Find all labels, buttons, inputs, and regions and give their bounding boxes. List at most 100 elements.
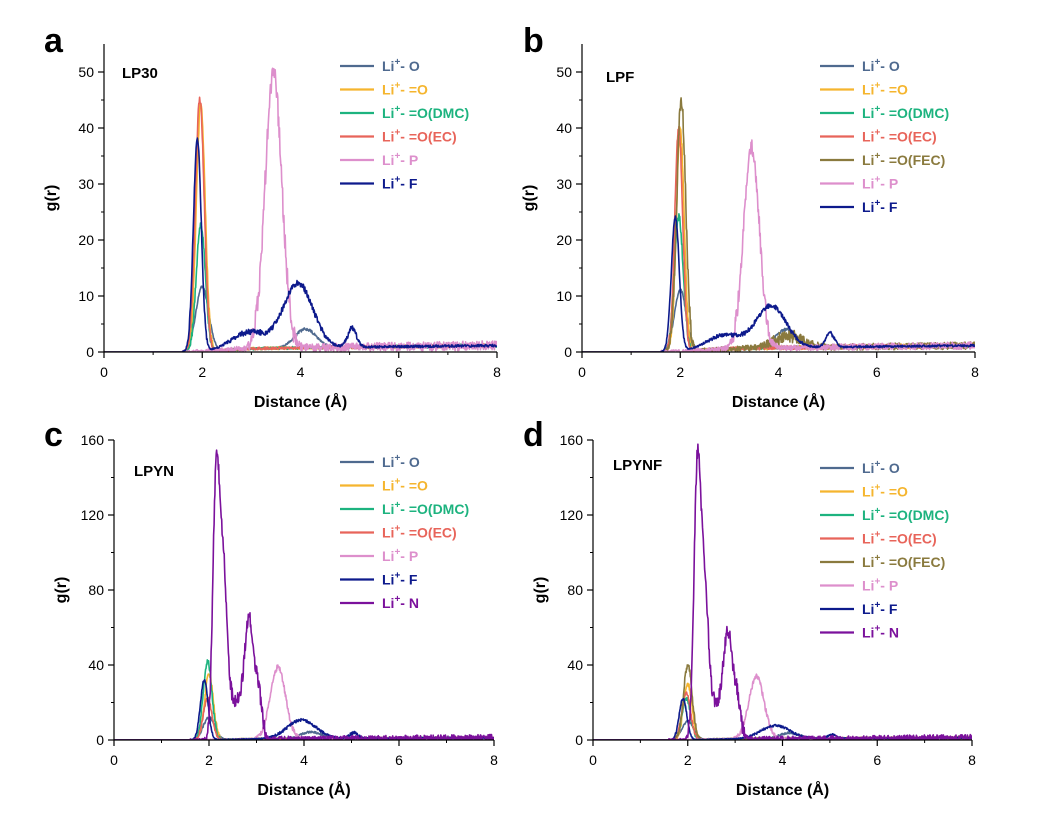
legend-label: Li+- P: [862, 577, 898, 594]
x-tick-label: 4: [300, 752, 308, 768]
y-axis-label: g(r): [43, 185, 60, 212]
legend-label: Li+- =O: [862, 81, 908, 98]
legend: Li+- O Li+- =O Li+- =O(DMC) Li+- =O(EC) Li+-…: [340, 453, 469, 611]
chart-title: LPF: [606, 69, 634, 86]
series-line-F: [114, 678, 494, 740]
y-tick-label: 120: [81, 507, 105, 523]
y-tick-label: 40: [88, 657, 104, 673]
legend-label: Li+- =O(EC): [862, 128, 937, 145]
series-line-DMC: [582, 213, 975, 352]
y-tick-label: 50: [78, 64, 94, 80]
panel-letter: d: [523, 416, 544, 454]
legend: Li+- O Li+- =O Li+- =O(DMC) Li+- =O(EC) Li+-…: [820, 57, 949, 215]
legend-label: Li+- =O(DMC): [862, 506, 949, 523]
legend-label: Li+- O: [382, 453, 420, 470]
y-tick-label: 40: [567, 657, 583, 673]
x-axis-label: Distance (Å): [254, 392, 347, 411]
y-tick-label: 30: [78, 176, 94, 192]
x-tick-label: 4: [297, 364, 305, 380]
legend-label: Li+- =O(FEC): [862, 151, 945, 168]
series-line-F: [104, 137, 497, 352]
series-line-dO: [593, 682, 972, 740]
x-tick-label: 6: [395, 752, 403, 768]
legend-label: Li+- =O: [382, 477, 428, 494]
legend-label: Li+- =O(FEC): [862, 553, 945, 570]
x-tick-label: 2: [676, 364, 684, 380]
panel-letter: c: [44, 416, 63, 454]
x-axis-label: Distance (Å): [257, 780, 350, 799]
x-axis-label: Distance (Å): [732, 392, 825, 411]
curves: [104, 67, 497, 352]
y-tick-label: 0: [575, 732, 583, 748]
curves: [593, 443, 972, 740]
y-tick-label: 160: [81, 432, 105, 448]
x-tick-label: 2: [198, 364, 206, 380]
legend-label: Li+- P: [382, 151, 418, 168]
x-tick-label: 6: [873, 364, 881, 380]
curves: [114, 449, 494, 740]
y-tick-label: 120: [560, 507, 584, 523]
y-tick-label: 0: [96, 732, 104, 748]
y-tick-label: 30: [556, 176, 572, 192]
x-tick-label: 4: [775, 364, 783, 380]
x-tick-label: 0: [100, 364, 108, 380]
legend-label: Li+- F: [862, 198, 898, 215]
series-line-DMC: [114, 659, 494, 740]
x-tick-label: 4: [779, 752, 787, 768]
legend: Li+- O Li+- =O Li+- =O(DMC) Li+- =O(EC) Li+-…: [820, 459, 949, 641]
legend-label: Li+- P: [382, 547, 418, 564]
y-tick-label: 80: [567, 582, 583, 598]
x-tick-label: 8: [493, 364, 501, 380]
panel-letter: b: [523, 22, 544, 60]
series-line-P: [582, 139, 975, 352]
legend-label: Li+- =O(EC): [382, 524, 457, 541]
series-line-F: [582, 215, 975, 352]
y-tick-label: 80: [88, 582, 104, 598]
legend-label: Li+- N: [862, 624, 899, 641]
series-line-dO: [114, 673, 494, 740]
legend-label: Li+- O: [382, 57, 420, 74]
legend-label: Li+- =O(DMC): [382, 500, 469, 517]
y-tick-label: 20: [78, 232, 94, 248]
series-line-N: [593, 443, 972, 740]
x-tick-label: 0: [578, 364, 586, 380]
legend-label: Li+- =O(DMC): [382, 104, 469, 121]
x-tick-label: 0: [589, 752, 597, 768]
y-axis-label: g(r): [521, 185, 538, 212]
curves: [582, 97, 975, 352]
y-tick-label: 40: [556, 120, 572, 136]
x-tick-label: 8: [971, 364, 979, 380]
x-tick-label: 6: [873, 752, 881, 768]
series-line-P: [114, 664, 494, 740]
x-tick-label: 2: [205, 752, 213, 768]
y-axis-label: g(r): [53, 577, 70, 604]
x-tick-label: 6: [395, 364, 403, 380]
legend-label: Li+- =O: [382, 81, 428, 98]
y-tick-label: 0: [564, 344, 572, 360]
x-axis-label: Distance (Å): [736, 780, 829, 799]
series-line-FEC: [593, 664, 972, 740]
chart-title: LPYNF: [613, 457, 662, 474]
legend-label: Li+- F: [382, 571, 418, 588]
legend-label: Li+- F: [382, 175, 418, 192]
y-tick-label: 160: [560, 432, 584, 448]
x-tick-label: 0: [110, 752, 118, 768]
y-tick-label: 20: [556, 232, 572, 248]
y-axis-label: g(r): [532, 577, 549, 604]
series-line-P: [593, 673, 972, 740]
y-tick-label: 10: [556, 288, 572, 304]
legend-label: Li+- N: [382, 594, 419, 611]
legend-label: Li+- F: [862, 600, 898, 617]
legend-label: Li+- P: [862, 175, 898, 192]
x-tick-label: 8: [490, 752, 498, 768]
y-tick-label: 40: [78, 120, 94, 136]
legend-label: Li+- =O(DMC): [862, 104, 949, 121]
y-tick-label: 50: [556, 64, 572, 80]
legend-label: Li+- =O(EC): [382, 128, 457, 145]
series-line-P: [104, 67, 497, 352]
legend-label: Li+- =O(EC): [862, 530, 937, 547]
legend-label: Li+- O: [862, 57, 900, 74]
x-tick-label: 8: [968, 752, 976, 768]
